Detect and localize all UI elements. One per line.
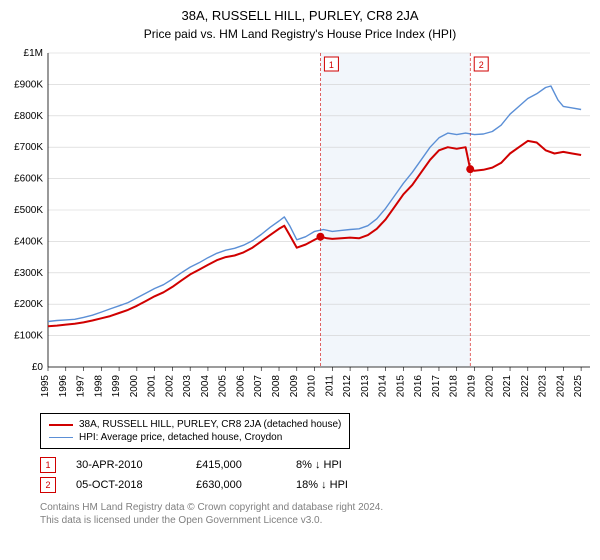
legend-label: 38A, RUSSELL HILL, PURLEY, CR8 2JA (deta… bbox=[79, 419, 341, 430]
legend-item: 38A, RUSSELL HILL, PURLEY, CR8 2JA (deta… bbox=[49, 418, 341, 431]
sale-diff: 8% ↓ HPI bbox=[296, 459, 342, 471]
svg-text:2025: 2025 bbox=[573, 375, 584, 398]
footer: Contains HM Land Registry data © Crown c… bbox=[40, 501, 600, 535]
legend-label: HPI: Average price, detached house, Croy… bbox=[79, 432, 282, 443]
svg-text:£600K: £600K bbox=[14, 174, 43, 185]
svg-text:2011: 2011 bbox=[324, 375, 335, 397]
footer-line: Contains HM Land Registry data © Crown c… bbox=[40, 501, 600, 514]
svg-text:2010: 2010 bbox=[307, 375, 318, 398]
legend-item: HPI: Average price, detached house, Croy… bbox=[49, 431, 341, 444]
svg-text:£900K: £900K bbox=[14, 79, 43, 90]
svg-text:2014: 2014 bbox=[378, 375, 389, 398]
svg-text:2006: 2006 bbox=[235, 375, 246, 398]
svg-text:1998: 1998 bbox=[93, 375, 104, 398]
svg-text:2004: 2004 bbox=[200, 375, 211, 398]
svg-text:2000: 2000 bbox=[129, 375, 140, 398]
svg-text:2017: 2017 bbox=[431, 375, 442, 398]
svg-text:2016: 2016 bbox=[413, 375, 424, 398]
sale-row: 1 30-APR-2010 £415,000 8% ↓ HPI bbox=[40, 455, 600, 475]
sale-price: £415,000 bbox=[196, 459, 276, 471]
svg-text:1996: 1996 bbox=[58, 375, 69, 398]
chart-container: 38A, RUSSELL HILL, PURLEY, CR8 2JA Price… bbox=[0, 0, 600, 535]
svg-text:2009: 2009 bbox=[289, 375, 300, 398]
svg-text:2: 2 bbox=[479, 60, 484, 70]
svg-text:1999: 1999 bbox=[111, 375, 122, 398]
svg-text:1997: 1997 bbox=[76, 375, 87, 398]
svg-text:£200K: £200K bbox=[14, 299, 43, 310]
svg-text:£700K: £700K bbox=[14, 142, 43, 153]
sale-diff: 18% ↓ HPI bbox=[296, 479, 348, 491]
sales-table: 1 30-APR-2010 £415,000 8% ↓ HPI 2 05-OCT… bbox=[40, 455, 600, 495]
svg-text:1: 1 bbox=[329, 60, 334, 70]
svg-text:2024: 2024 bbox=[555, 375, 566, 398]
svg-text:£300K: £300K bbox=[14, 268, 43, 279]
legend: 38A, RUSSELL HILL, PURLEY, CR8 2JA (deta… bbox=[40, 413, 350, 449]
svg-text:2007: 2007 bbox=[253, 375, 264, 398]
svg-text:£400K: £400K bbox=[14, 236, 43, 247]
svg-text:2012: 2012 bbox=[342, 375, 353, 398]
sale-marker-icon: 1 bbox=[40, 457, 56, 473]
svg-text:2002: 2002 bbox=[164, 375, 175, 398]
svg-text:£800K: £800K bbox=[14, 111, 43, 122]
chart-title: 38A, RUSSELL HILL, PURLEY, CR8 2JA bbox=[0, 0, 600, 23]
svg-text:2023: 2023 bbox=[538, 375, 549, 398]
sale-row: 2 05-OCT-2018 £630,000 18% ↓ HPI bbox=[40, 475, 600, 495]
legend-swatch bbox=[49, 424, 73, 426]
svg-text:£1M: £1M bbox=[24, 48, 43, 59]
svg-text:2022: 2022 bbox=[520, 375, 531, 398]
sale-marker-icon: 2 bbox=[40, 477, 56, 493]
sale-date: 05-OCT-2018 bbox=[76, 479, 176, 491]
svg-text:2003: 2003 bbox=[182, 375, 193, 398]
svg-text:1995: 1995 bbox=[40, 375, 51, 398]
svg-text:2005: 2005 bbox=[218, 375, 229, 398]
svg-text:2019: 2019 bbox=[466, 375, 477, 398]
svg-text:2013: 2013 bbox=[360, 375, 371, 398]
svg-text:2008: 2008 bbox=[271, 375, 282, 398]
svg-text:£0: £0 bbox=[32, 362, 44, 373]
footer-line: This data is licensed under the Open Gov… bbox=[40, 514, 600, 527]
svg-text:2015: 2015 bbox=[395, 375, 406, 398]
sale-price: £630,000 bbox=[196, 479, 276, 491]
legend-swatch bbox=[49, 437, 73, 438]
chart-svg: £0 £100K £200K £300K £400K £500K £600K £700K £80… bbox=[0, 47, 600, 407]
svg-text:2001: 2001 bbox=[147, 375, 158, 398]
svg-text:2018: 2018 bbox=[449, 375, 460, 398]
svg-text:£100K: £100K bbox=[14, 331, 43, 342]
svg-text:2021: 2021 bbox=[502, 375, 513, 398]
svg-text:£500K: £500K bbox=[14, 205, 43, 216]
chart-subtitle: Price paid vs. HM Land Registry's House … bbox=[0, 23, 600, 47]
chart-area: £0 £100K £200K £300K £400K £500K £600K £700K £80… bbox=[0, 47, 600, 407]
svg-text:2020: 2020 bbox=[484, 375, 495, 398]
sale-date: 30-APR-2010 bbox=[76, 459, 176, 471]
